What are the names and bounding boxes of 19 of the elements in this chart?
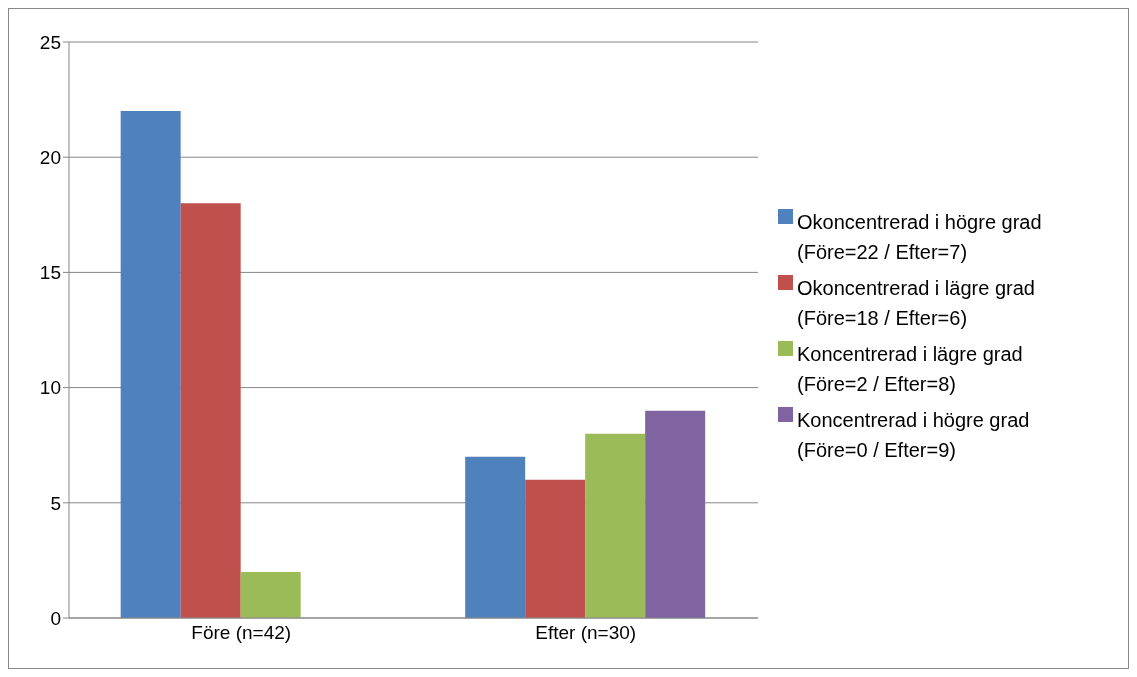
legend-label: Okoncentrerad i lägre grad (Före=18 / Efter=6) (797, 275, 1036, 331)
y-tick-label: 5 (50, 492, 61, 514)
legend-label: Okoncentrerad i högre grad (Före=22 / Efter=7) (797, 209, 1043, 265)
bar (525, 479, 586, 618)
bar (645, 410, 706, 618)
y-tick-label: 0 (50, 607, 61, 629)
x-tick-label: Efter (n=30) (535, 622, 637, 644)
bar (465, 456, 526, 618)
y-tick-label: 15 (39, 262, 61, 284)
legend-label: Koncentrerad i lägre grad (Före=2 / Efter=8) (797, 341, 1024, 397)
x-tick-label: Före (n=42) (191, 622, 292, 644)
bar (240, 571, 301, 618)
y-tick-label: 20 (39, 146, 61, 168)
legend-label: Koncentrerad i högre grad (Före=0 / Efter=9) (797, 407, 1031, 463)
bar (120, 111, 181, 618)
bar (180, 203, 241, 618)
bar (585, 433, 646, 618)
y-tick-label: 25 (39, 31, 61, 53)
y-tick-label: 10 (39, 377, 61, 399)
